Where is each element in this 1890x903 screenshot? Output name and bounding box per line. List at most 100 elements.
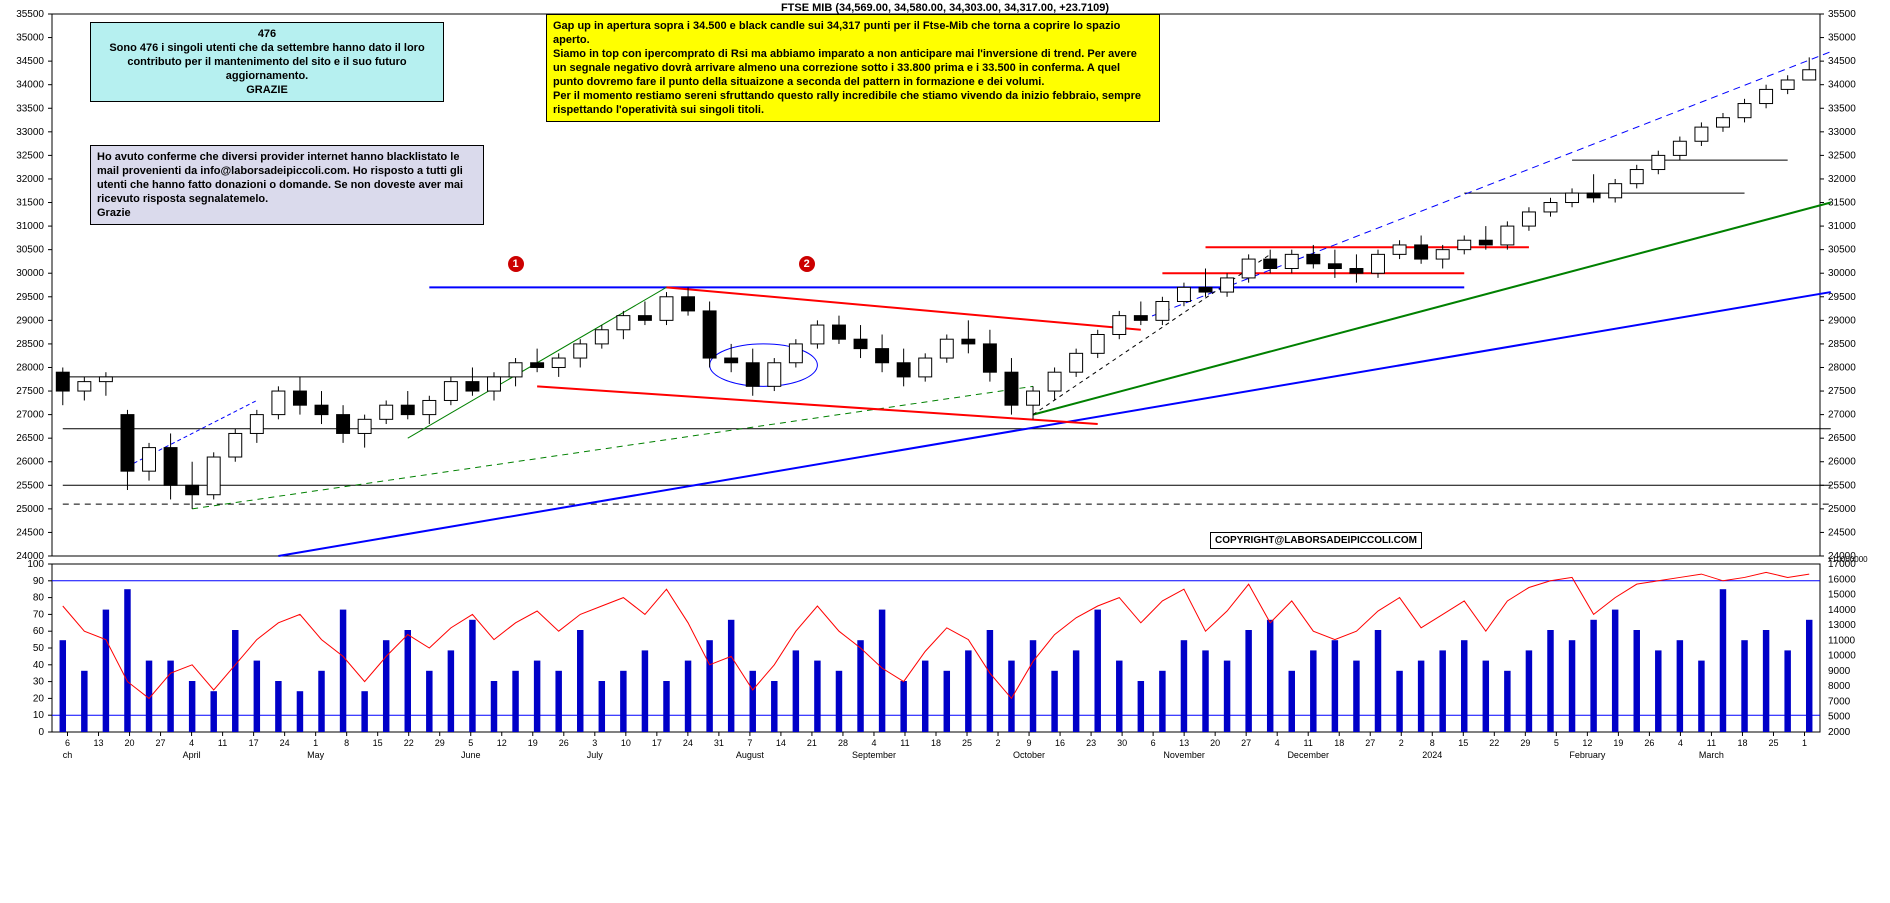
svg-text:30: 30: [33, 677, 45, 688]
svg-text:25: 25: [962, 738, 972, 748]
svg-text:34500: 34500: [16, 56, 44, 67]
svg-text:31000: 31000: [1828, 221, 1856, 232]
thanks-count: 476: [97, 27, 437, 41]
svg-text:30500: 30500: [16, 245, 44, 256]
svg-text:25000: 25000: [16, 504, 44, 515]
analysis-text: Gap up in apertura sopra i 34.500 e blac…: [553, 20, 1141, 116]
svg-text:8: 8: [1430, 738, 1435, 748]
svg-text:30: 30: [1117, 738, 1127, 748]
svg-text:7: 7: [747, 738, 752, 748]
svg-text:19: 19: [528, 738, 538, 748]
svg-text:1: 1: [313, 738, 318, 748]
svg-text:2: 2: [996, 738, 1001, 748]
svg-text:32500: 32500: [1828, 150, 1856, 161]
svg-text:1: 1: [1802, 738, 1807, 748]
marker-2: 2: [799, 256, 815, 272]
svg-text:0: 0: [38, 727, 44, 738]
marker-1: 1: [508, 256, 524, 272]
svg-text:30000: 30000: [16, 268, 44, 279]
svg-text:31000: 31000: [16, 221, 44, 232]
svg-text:25: 25: [1768, 738, 1778, 748]
svg-text:35500: 35500: [1828, 9, 1856, 20]
svg-text:50: 50: [33, 643, 45, 654]
svg-text:27: 27: [156, 738, 166, 748]
svg-text:12: 12: [497, 738, 507, 748]
svg-text:2024: 2024: [1422, 750, 1442, 760]
svg-text:15: 15: [373, 738, 383, 748]
svg-text:October: October: [1013, 750, 1045, 760]
svg-text:11: 11: [1707, 738, 1716, 748]
svg-text:27: 27: [1241, 738, 1251, 748]
svg-text:November: November: [1163, 750, 1205, 760]
email-warning-text: Ho avuto conferme che diversi provider i…: [97, 151, 463, 219]
svg-text:3: 3: [592, 738, 597, 748]
svg-text:28000: 28000: [1828, 362, 1856, 373]
svg-text:35500: 35500: [16, 9, 44, 20]
svg-text:29000: 29000: [16, 315, 44, 326]
svg-text:26500: 26500: [1828, 433, 1856, 444]
svg-text:32500: 32500: [16, 150, 44, 161]
svg-text:31500: 31500: [16, 198, 44, 209]
svg-text:28500: 28500: [1828, 339, 1856, 350]
svg-text:2000: 2000: [1828, 727, 1851, 738]
svg-text:4: 4: [1678, 738, 1683, 748]
svg-text:32000: 32000: [1828, 174, 1856, 185]
svg-text:ch: ch: [63, 750, 73, 760]
svg-text:10: 10: [33, 710, 45, 721]
svg-text:12: 12: [1582, 738, 1592, 748]
svg-text:24500: 24500: [1828, 527, 1856, 538]
svg-text:June: June: [461, 750, 481, 760]
svg-text:July: July: [587, 750, 604, 760]
thanks-text: Sono 476 i singoli utenti che da settemb…: [109, 42, 424, 96]
svg-text:6: 6: [1151, 738, 1156, 748]
svg-text:29: 29: [1520, 738, 1530, 748]
svg-text:23: 23: [1086, 738, 1096, 748]
svg-text:35000: 35000: [16, 33, 44, 44]
svg-text:31500: 31500: [1828, 198, 1856, 209]
svg-text:33000: 33000: [16, 127, 44, 138]
svg-text:18: 18: [931, 738, 941, 748]
svg-text:4: 4: [871, 738, 876, 748]
svg-text:5000: 5000: [1828, 712, 1851, 723]
chart-title: FTSE MIB (34,569.00, 34,580.00, 34,303.0…: [781, 2, 1109, 14]
svg-text:8000: 8000: [1828, 681, 1851, 692]
svg-text:14: 14: [776, 738, 786, 748]
svg-text:4: 4: [1275, 738, 1280, 748]
svg-text:33500: 33500: [16, 103, 44, 114]
svg-text:18: 18: [1334, 738, 1344, 748]
svg-text:May: May: [307, 750, 325, 760]
svg-text:32000: 32000: [16, 174, 44, 185]
svg-text:35000: 35000: [1828, 33, 1856, 44]
svg-text:22: 22: [404, 738, 414, 748]
svg-text:11: 11: [218, 738, 227, 748]
svg-text:31: 31: [714, 738, 724, 748]
svg-text:11: 11: [1304, 738, 1313, 748]
svg-text:40: 40: [33, 660, 45, 671]
svg-text:90: 90: [33, 576, 45, 587]
svg-text:21: 21: [807, 738, 817, 748]
copyright-label: COPYRIGHT@LABORSADEIPICCOLI.COM: [1210, 532, 1422, 549]
svg-text:20: 20: [33, 693, 45, 704]
svg-text:33000: 33000: [1828, 127, 1856, 138]
svg-text:11000: 11000: [1828, 635, 1856, 646]
svg-text:13000: 13000: [1828, 620, 1856, 631]
svg-text:26: 26: [559, 738, 569, 748]
svg-text:27: 27: [1365, 738, 1375, 748]
svg-text:24: 24: [280, 738, 290, 748]
svg-text:11: 11: [900, 738, 909, 748]
svg-text:25000: 25000: [1828, 504, 1856, 515]
svg-text:30500: 30500: [1828, 245, 1856, 256]
annotation-thanks-box: 476 Sono 476 i singoli utenti che da set…: [90, 22, 444, 102]
svg-text:34000: 34000: [16, 80, 44, 91]
svg-text:2: 2: [1399, 738, 1404, 748]
svg-text:6: 6: [65, 738, 70, 748]
svg-text:27000: 27000: [16, 410, 44, 421]
svg-text:20: 20: [1210, 738, 1220, 748]
svg-text:24500: 24500: [16, 527, 44, 538]
svg-text:60: 60: [33, 626, 45, 637]
svg-text:December: December: [1287, 750, 1329, 760]
svg-text:19: 19: [1613, 738, 1623, 748]
annotation-analysis-box: Gap up in apertura sopra i 34.500 e blac…: [546, 14, 1160, 122]
svg-text:34000: 34000: [1828, 80, 1856, 91]
svg-text:27500: 27500: [16, 386, 44, 397]
